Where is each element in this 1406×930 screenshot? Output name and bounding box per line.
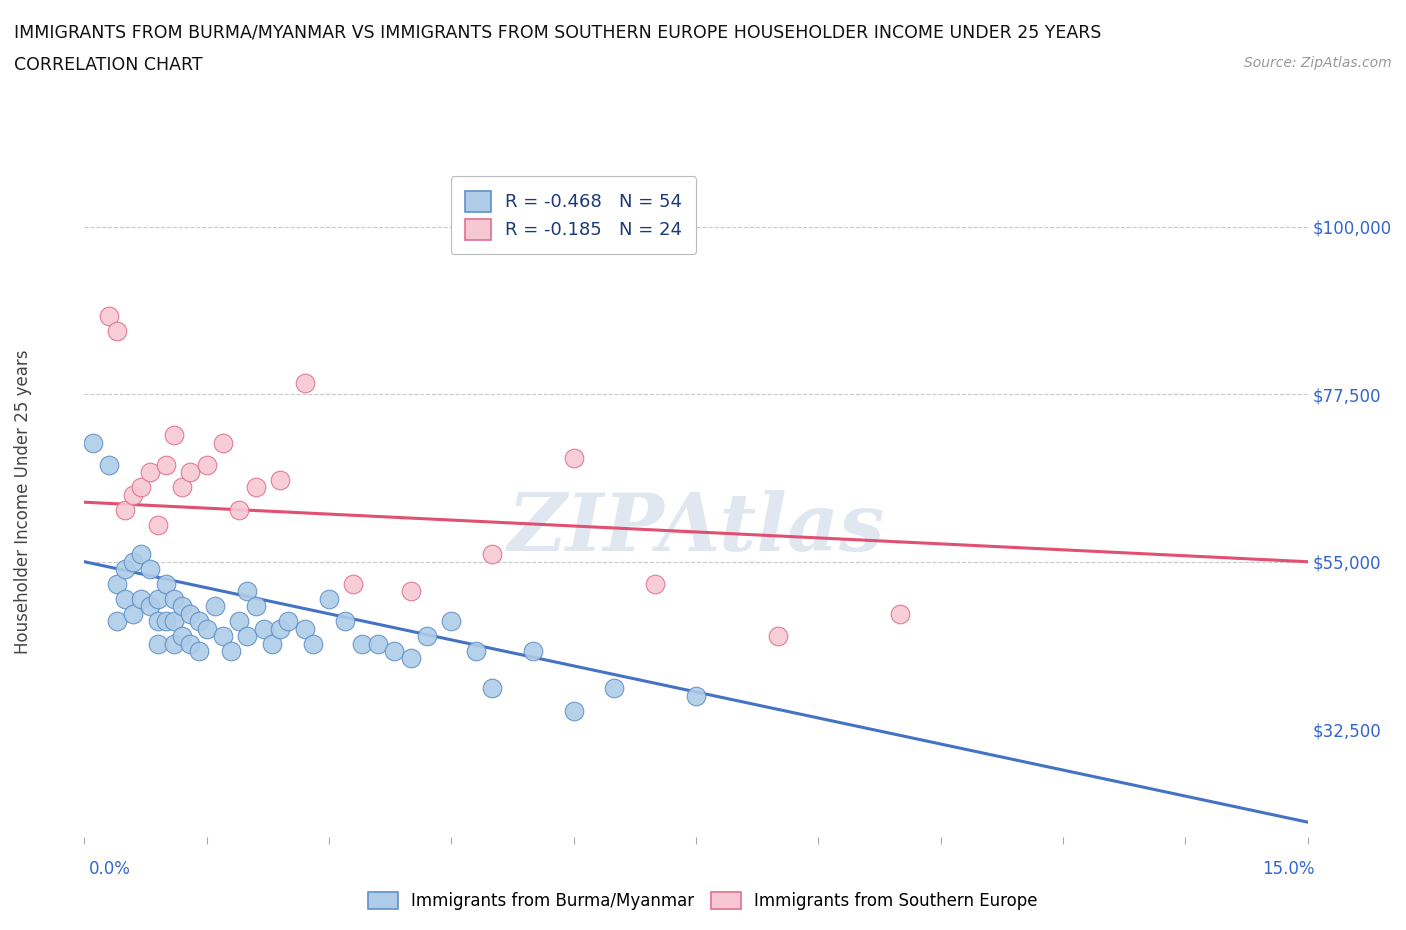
Point <box>481 681 503 696</box>
Point <box>146 636 169 651</box>
Point <box>179 465 201 480</box>
Point <box>277 614 299 629</box>
Point <box>105 577 128 591</box>
Text: 15.0%: 15.0% <box>1263 860 1315 878</box>
Point <box>146 614 169 629</box>
Point <box>163 636 186 651</box>
Point <box>138 599 160 614</box>
Point <box>481 547 503 562</box>
Point <box>416 629 439 644</box>
Point <box>464 644 486 658</box>
Point <box>97 309 120 324</box>
Point <box>172 599 194 614</box>
Point <box>122 487 145 502</box>
Point <box>269 621 291 636</box>
Point <box>253 621 276 636</box>
Point <box>685 688 707 703</box>
Point <box>187 644 209 658</box>
Point <box>204 599 226 614</box>
Point <box>294 376 316 391</box>
Point <box>155 458 177 472</box>
Point <box>195 458 218 472</box>
Point <box>131 480 153 495</box>
Point <box>163 614 186 629</box>
Point <box>382 644 405 658</box>
Point <box>97 458 120 472</box>
Legend: R = -0.468   N = 54, R = -0.185   N = 24: R = -0.468 N = 54, R = -0.185 N = 24 <box>451 177 696 254</box>
Point <box>260 636 283 651</box>
Text: Householder Income Under 25 years: Householder Income Under 25 years <box>14 350 32 655</box>
Point <box>155 577 177 591</box>
Point <box>122 606 145 621</box>
Text: Source: ZipAtlas.com: Source: ZipAtlas.com <box>1244 56 1392 70</box>
Point <box>245 599 267 614</box>
Point <box>122 554 145 569</box>
Point <box>228 502 250 517</box>
Point <box>367 636 389 651</box>
Text: ZIPAtlas: ZIPAtlas <box>508 490 884 567</box>
Point <box>195 621 218 636</box>
Point <box>350 636 373 651</box>
Point <box>138 465 160 480</box>
Point <box>562 450 585 465</box>
Point <box>335 614 357 629</box>
Point <box>342 577 364 591</box>
Point <box>114 591 136 606</box>
Point <box>522 644 544 658</box>
Point <box>82 435 104 450</box>
Point <box>155 614 177 629</box>
Point <box>301 636 323 651</box>
Point <box>146 591 169 606</box>
Point <box>212 629 235 644</box>
Point <box>114 562 136 577</box>
Point <box>440 614 463 629</box>
Point <box>146 517 169 532</box>
Point <box>219 644 242 658</box>
Point <box>269 472 291 487</box>
Point <box>294 621 316 636</box>
Point <box>212 435 235 450</box>
Point <box>245 480 267 495</box>
Point <box>179 606 201 621</box>
Point <box>399 584 422 599</box>
Point <box>562 703 585 718</box>
Point <box>105 324 128 339</box>
Text: CORRELATION CHART: CORRELATION CHART <box>14 56 202 73</box>
Legend: Immigrants from Burma/Myanmar, Immigrants from Southern Europe: Immigrants from Burma/Myanmar, Immigrant… <box>361 885 1045 917</box>
Point <box>766 629 789 644</box>
Point <box>131 591 153 606</box>
Point <box>228 614 250 629</box>
Point <box>131 547 153 562</box>
Point <box>889 606 911 621</box>
Point <box>138 562 160 577</box>
Point <box>236 629 259 644</box>
Point <box>603 681 626 696</box>
Point <box>172 629 194 644</box>
Point <box>399 651 422 666</box>
Point <box>172 480 194 495</box>
Point <box>179 636 201 651</box>
Point <box>236 584 259 599</box>
Point <box>187 614 209 629</box>
Point <box>163 591 186 606</box>
Text: 0.0%: 0.0% <box>89 860 131 878</box>
Point <box>114 502 136 517</box>
Point <box>163 428 186 443</box>
Point <box>318 591 340 606</box>
Text: IMMIGRANTS FROM BURMA/MYANMAR VS IMMIGRANTS FROM SOUTHERN EUROPE HOUSEHOLDER INC: IMMIGRANTS FROM BURMA/MYANMAR VS IMMIGRA… <box>14 23 1101 41</box>
Point <box>644 577 666 591</box>
Point <box>105 614 128 629</box>
